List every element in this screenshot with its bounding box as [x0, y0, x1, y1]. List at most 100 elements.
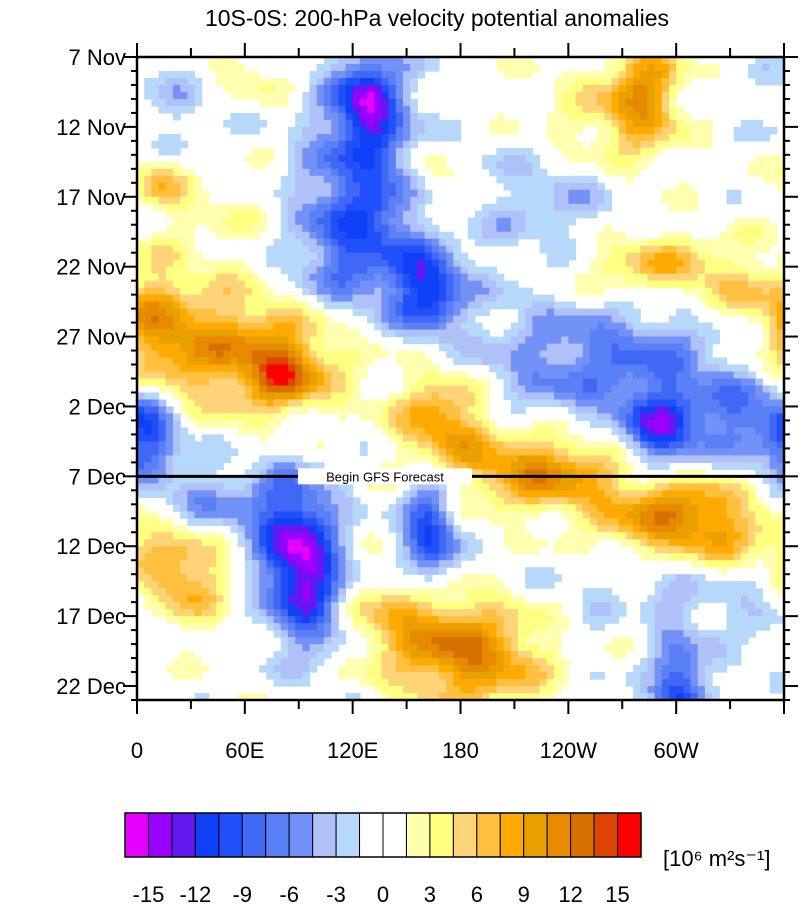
- heatmap-cell: [769, 532, 778, 540]
- heatmap-cell: [618, 77, 627, 86]
- heatmap-cell: [359, 399, 368, 408]
- heatmap-cell: [640, 427, 649, 436]
- heatmap-cell: [518, 301, 526, 310]
- heatmap-cell: [740, 238, 749, 247]
- heatmap-cell: [345, 168, 354, 177]
- heatmap-cell: [208, 574, 217, 582]
- heatmap-cell: [453, 385, 462, 394]
- heatmap-cell: [295, 147, 303, 156]
- heatmap-cell: [331, 532, 339, 540]
- heatmap-cell: [633, 539, 641, 547]
- heatmap-cell: [769, 413, 778, 422]
- heatmap-cell: [216, 434, 224, 442]
- heatmap-cell: [137, 420, 145, 429]
- heatmap-cell: [252, 476, 260, 484]
- heatmap-cell: [510, 182, 519, 191]
- heatmap-cell: [395, 175, 404, 184]
- heatmap-cell: [252, 224, 260, 233]
- heatmap-cell: [331, 154, 339, 163]
- heatmap-cell: [252, 231, 260, 240]
- heatmap-cell: [194, 567, 203, 575]
- heatmap-cell: [187, 70, 196, 79]
- heatmap-cell: [158, 196, 167, 205]
- heatmap-cell: [719, 287, 728, 296]
- heatmap-cell: [776, 399, 785, 408]
- heatmap-cell: [438, 427, 447, 436]
- heatmap-cell: [309, 84, 318, 93]
- heatmap-cell: [503, 364, 512, 373]
- heatmap-cell: [273, 91, 282, 100]
- heatmap-cell: [438, 497, 447, 505]
- heatmap-cell: [496, 280, 505, 289]
- heatmap-cell: [359, 280, 368, 289]
- heatmap-cell: [482, 392, 490, 401]
- heatmap-cell: [661, 504, 670, 512]
- heatmap-cell: [697, 490, 706, 498]
- heatmap-cell: [158, 133, 167, 142]
- heatmap-cell: [697, 476, 706, 484]
- heatmap-cell: [575, 476, 584, 484]
- heatmap-cell: [180, 308, 188, 317]
- heatmap-cell: [316, 280, 325, 289]
- heatmap-cell: [367, 280, 375, 289]
- heatmap-cell: [367, 224, 375, 233]
- heatmap-cell: [611, 511, 620, 519]
- heatmap-cell: [266, 77, 275, 86]
- heatmap-cell: [194, 532, 203, 540]
- heatmap-cell: [374, 322, 383, 331]
- heatmap-cell: [345, 203, 354, 212]
- heatmap-cell: [597, 161, 605, 170]
- heatmap-cell: [187, 231, 196, 240]
- heatmap-cell: [417, 518, 426, 526]
- heatmap-cell: [316, 196, 325, 205]
- heatmap-cell: [561, 70, 569, 79]
- heatmap-cell: [582, 364, 591, 373]
- heatmap-cell: [180, 483, 188, 491]
- heatmap-cell: [216, 455, 224, 463]
- heatmap-cell: [359, 63, 368, 72]
- heatmap-cell: [345, 154, 354, 163]
- heatmap-cell: [668, 91, 677, 100]
- heatmap-cell: [194, 252, 203, 261]
- heatmap-cell: [748, 420, 756, 429]
- heatmap-cell: [388, 329, 397, 338]
- heatmap-cell: [460, 574, 469, 582]
- heatmap-cell: [374, 161, 383, 170]
- heatmap-cell: [259, 77, 267, 86]
- heatmap-cell: [525, 168, 533, 177]
- heatmap-cell: [467, 413, 476, 422]
- heatmap-cell: [402, 57, 411, 65]
- heatmap-cell: [740, 266, 749, 275]
- heatmap-cell: [172, 364, 181, 373]
- heatmap-cell: [690, 336, 699, 345]
- heatmap-cell: [388, 525, 397, 533]
- heatmap-cell: [726, 518, 735, 526]
- heatmap-cell: [187, 105, 196, 114]
- heatmap-cell: [201, 399, 210, 408]
- heatmap-cell: [338, 560, 347, 568]
- heatmap-cell: [625, 399, 634, 408]
- heatmap-cell: [712, 413, 720, 422]
- heatmap-cell: [740, 224, 749, 233]
- heatmap-cell: [388, 259, 397, 268]
- heatmap-cell: [367, 133, 375, 142]
- heatmap-cell: [424, 518, 433, 526]
- heatmap-cell: [726, 259, 735, 268]
- heatmap-cell: [575, 182, 584, 191]
- heatmap-cell: [359, 364, 368, 373]
- heatmap-cell: [388, 434, 397, 442]
- heatmap-cell: [769, 448, 778, 456]
- heatmap-cell: [438, 595, 447, 603]
- heatmap-cell: [683, 448, 692, 456]
- heatmap-cell: [640, 266, 649, 275]
- heatmap-cell: [762, 525, 771, 533]
- heatmap-cell: [417, 553, 426, 561]
- heatmap-cell: [194, 553, 203, 561]
- heatmap-cell: [474, 224, 483, 233]
- heatmap-cell: [237, 70, 246, 79]
- heatmap-cell: [704, 546, 713, 554]
- heatmap-cell: [704, 434, 713, 442]
- heatmap-cell: [597, 504, 605, 512]
- heatmap-cell: [431, 301, 440, 310]
- heatmap-cell: [374, 252, 383, 261]
